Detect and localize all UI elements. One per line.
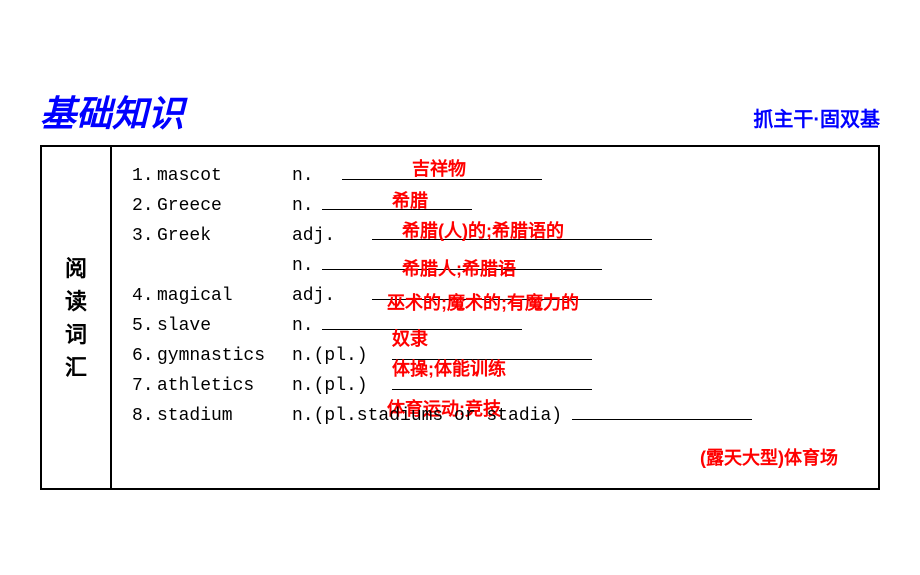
vocab-num: 4. xyxy=(132,286,157,306)
category-cell: 阅 读 词 汇 xyxy=(42,147,112,488)
vocab-blank xyxy=(392,372,592,390)
vocab-num: 3. xyxy=(132,226,157,246)
vocab-pos: n. xyxy=(292,256,322,276)
label-char-4: 汇 xyxy=(65,351,87,384)
vocab-answer: 希腊人;希腊语 xyxy=(402,255,516,281)
vocab-num: 7. xyxy=(132,376,157,396)
vocab-pos: n. xyxy=(292,316,322,336)
vocab-word: Greece xyxy=(157,196,292,216)
vocab-blank xyxy=(572,402,752,420)
vocab-num: 1. xyxy=(132,166,157,186)
vocab-num: 5. xyxy=(132,316,157,336)
vocab-answer-bottom: (露天大型)体育场 xyxy=(700,444,838,470)
vocab-row: 7. athletics n.(pl.) xyxy=(132,372,858,396)
vocab-answer: 希腊 xyxy=(392,187,428,213)
vocab-table: 阅 读 词 汇 1. mascot n. 吉祥物 2. Greece n. 希腊… xyxy=(40,145,880,490)
vocab-pos: n.(pl.stadiums or stadia) xyxy=(292,406,572,426)
vocab-num: 8. xyxy=(132,406,157,426)
vocab-pos: n. xyxy=(292,196,322,216)
main-title: 基础知识 xyxy=(40,85,184,137)
label-char-2: 读 xyxy=(65,285,87,318)
vocab-word: mascot xyxy=(157,166,292,186)
vocab-word: magical xyxy=(157,286,292,306)
page-header: 基础知识 抓主干·固双基 xyxy=(40,85,880,137)
label-char-3: 词 xyxy=(65,318,87,351)
vocab-pos: n.(pl.) xyxy=(292,376,392,396)
vocab-answer: 希腊(人)的;希腊语的 xyxy=(402,217,564,243)
vocab-num: 6. xyxy=(132,346,157,366)
vocab-answer: 吉祥物 xyxy=(412,155,466,181)
vocab-content: 1. mascot n. 吉祥物 2. Greece n. 希腊 3. Gree… xyxy=(112,147,878,488)
vocab-word: gymnastics xyxy=(157,346,292,366)
vocab-pos: adj. xyxy=(292,226,372,246)
vocab-pos: n. xyxy=(292,166,342,186)
vocab-pos: n.(pl.) xyxy=(292,346,392,366)
vocab-word: stadium xyxy=(157,406,292,426)
vocab-row: 2. Greece n. xyxy=(132,192,858,216)
vocab-word: slave xyxy=(157,316,292,336)
category-label: 阅 读 词 汇 xyxy=(65,252,87,384)
vocab-row: 8. stadium n.(pl.stadiums or stadia) xyxy=(132,402,858,426)
vocab-pos: adj. xyxy=(292,286,372,306)
label-char-1: 阅 xyxy=(65,252,87,285)
vocab-word: Greek xyxy=(157,226,292,246)
vocab-num: 2. xyxy=(132,196,157,216)
sub-title: 抓主干·固双基 xyxy=(753,103,880,132)
vocab-word: athletics xyxy=(157,376,292,396)
vocab-row: 5. slave n. xyxy=(132,312,858,336)
vocab-row: 1. mascot n. xyxy=(132,162,858,186)
